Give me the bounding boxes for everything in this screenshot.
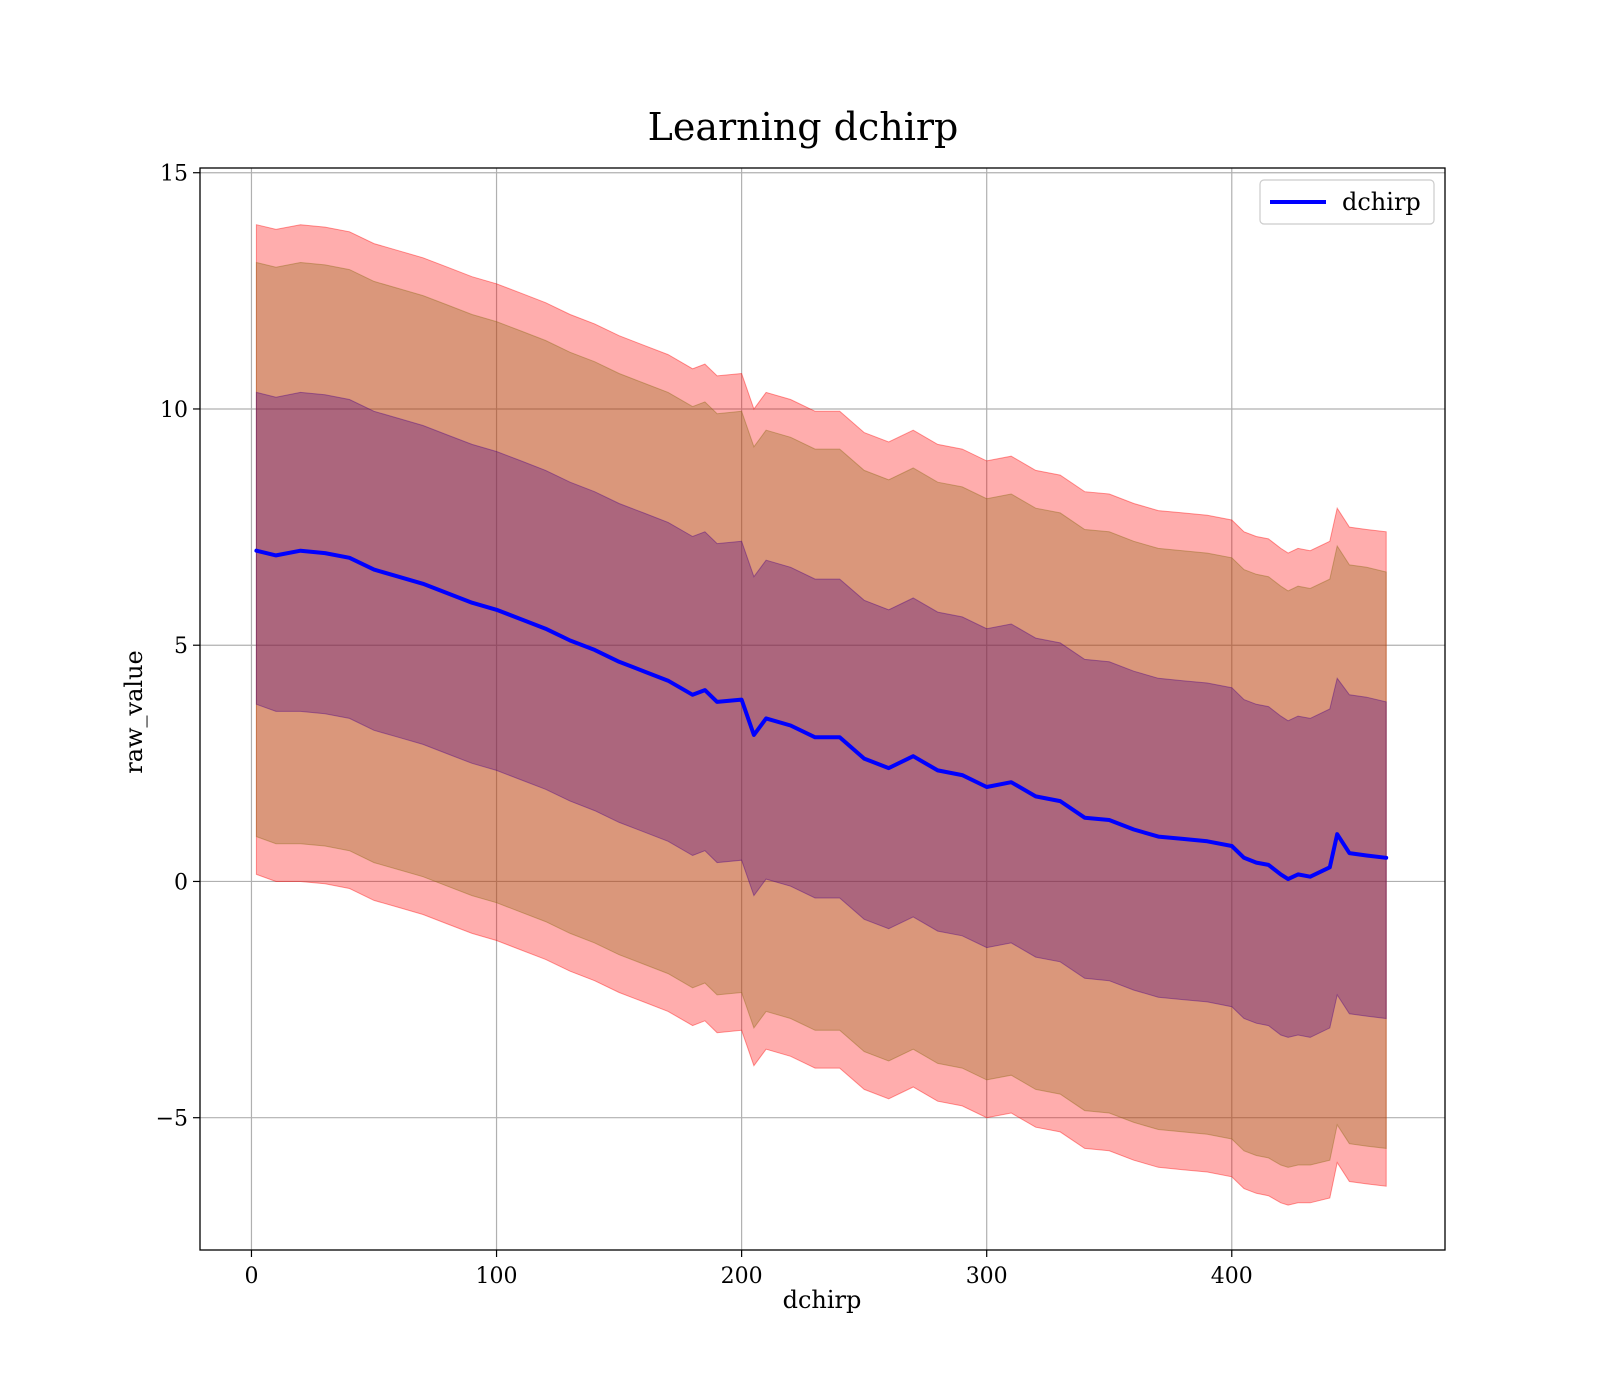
x-tick-label: 200 <box>721 1264 763 1289</box>
grid <box>200 168 1445 1250</box>
y-tick-label: 0 <box>174 870 188 895</box>
plot-frame <box>199 167 1446 1251</box>
y-tick-label: 10 <box>160 398 188 423</box>
band-middle-area <box>255 261 1387 1168</box>
band-outer-area <box>255 224 1387 1206</box>
ticks: 0 100 200 300 400 15 10 5 0 −5 <box>156 162 1253 1289</box>
legend-box <box>1259 179 1435 225</box>
legend: dchirp <box>1259 179 1435 225</box>
y-tick-label: 5 <box>174 634 188 659</box>
x-tick-label: 0 <box>244 1264 258 1289</box>
x-tick-label: 300 <box>966 1264 1008 1289</box>
band-inner-area <box>255 391 1387 1038</box>
x-tick-label: 100 <box>476 1264 518 1289</box>
y-axis-label: raw_value <box>120 650 148 774</box>
x-tick-label: 400 <box>1211 1264 1253 1289</box>
chart-title: Learning dchirp <box>648 105 959 149</box>
y-tick-label: −5 <box>156 1107 188 1132</box>
y-tick-label: 15 <box>160 162 188 187</box>
legend-label-dchirp: dchirp <box>1342 188 1421 216</box>
x-axis-label: dchirp <box>783 1286 862 1314</box>
series-line-dchirp <box>254 548 1389 882</box>
bands <box>255 224 1387 1206</box>
series-lines <box>254 548 1389 882</box>
